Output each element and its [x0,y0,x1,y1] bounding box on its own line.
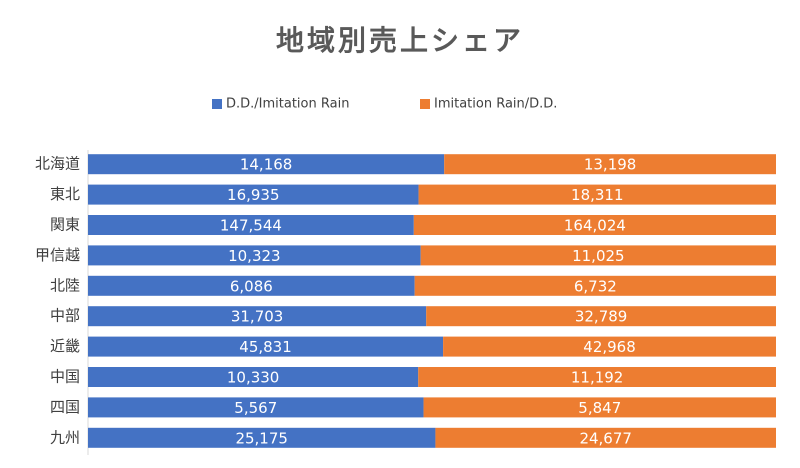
legend-swatch [420,99,430,109]
value-label: 13,198 [584,156,637,174]
value-label: 14,168 [240,156,293,174]
bar-segment [418,367,776,387]
value-label: 6,732 [574,277,617,295]
bar-segment [88,154,445,175]
y-tick-label: 四国 [50,398,80,416]
y-tick-label: 九州 [50,428,80,446]
bar-segment [443,336,776,357]
y-tick-label: 北陸 [50,276,80,294]
value-label: 18,311 [571,186,624,204]
value-label: 164,024 [564,217,626,235]
bar-segment [88,306,427,327]
bar-segment [413,215,776,235]
bar-segment [444,154,776,175]
bar-segment [420,245,776,266]
y-tick-label: 東北 [50,185,80,203]
value-label: 10,330 [227,369,280,387]
bar-segment [88,427,436,448]
value-label: 45,831 [239,338,292,356]
y-tick-label: 甲信越 [35,246,80,264]
bar-segment [88,367,419,387]
legend-label: Imitation Rain/D.D. [434,97,557,112]
legend-swatch [212,99,222,109]
value-label: 24,677 [579,429,632,447]
value-label: 11,025 [572,247,625,265]
value-label: 42,968 [583,338,636,356]
y-tick-label: 中部 [50,307,80,325]
chart-title: 地域別売上シェア [276,24,524,57]
bar-segment [88,397,424,418]
bar-segment [423,397,776,418]
value-label: 5,847 [578,399,621,417]
value-label: 31,703 [231,308,284,326]
y-tick-label: 北海道 [35,155,80,173]
bar-segment [88,275,415,296]
value-label: 10,323 [228,247,281,265]
value-label: 16,935 [227,186,280,204]
bar-segment [414,275,776,296]
bar-segment [88,336,444,357]
value-label: 25,175 [235,429,288,447]
bar-segment [435,427,776,448]
value-label: 5,567 [234,399,277,417]
bar-segment [88,245,421,266]
bar-segment [426,306,776,327]
legend-label: D.D./Imitation Rain [226,97,349,112]
value-label: 147,544 [220,217,282,235]
value-label: 11,192 [571,369,624,387]
bar-segment [88,184,419,205]
value-label: 6,086 [230,277,273,295]
y-tick-label: 関東 [50,216,80,234]
bar-segment [418,184,776,205]
value-label: 32,789 [575,308,628,326]
y-tick-label: 近畿 [50,337,80,355]
bar-segment [88,215,414,235]
y-tick-label: 中国 [50,368,80,386]
